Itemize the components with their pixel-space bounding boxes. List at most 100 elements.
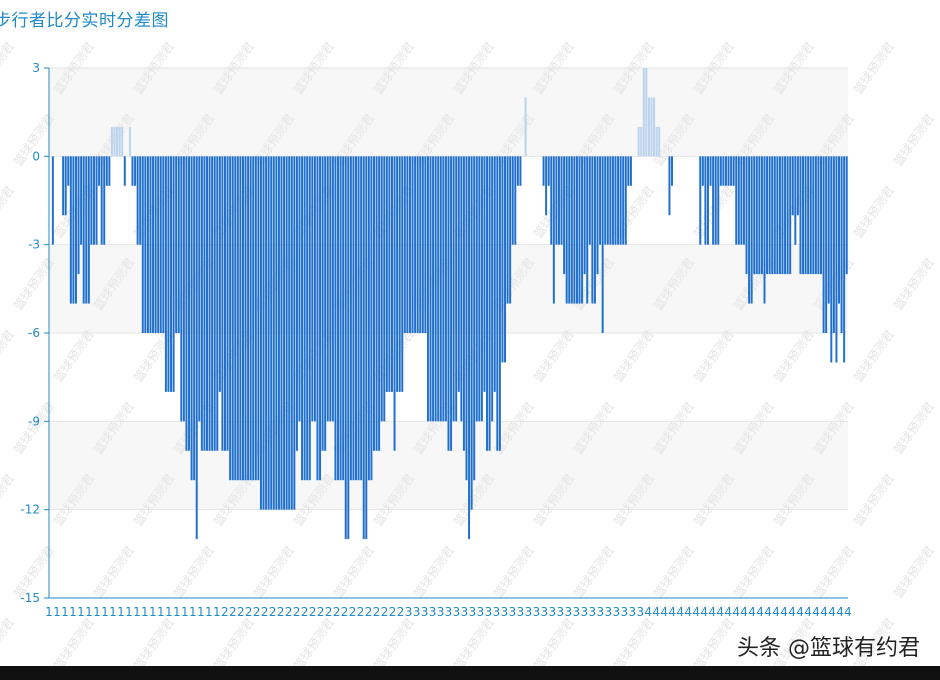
bar: [581, 156, 584, 304]
x-tick-label: 2: [381, 605, 389, 619]
y-tick-label: -15: [20, 591, 40, 605]
y-tick-label: 3: [32, 61, 40, 75]
y-tick-label: -6: [28, 326, 40, 340]
x-tick-label: 1: [141, 605, 149, 619]
watermark-text: 篮球预测君: [210, 615, 257, 673]
bar: [781, 156, 784, 275]
x-tick-label: 1: [85, 605, 93, 619]
x-tick-label: 2: [317, 605, 325, 619]
bar: [110, 126, 113, 157]
watermark-text: 篮球预测君: [890, 399, 937, 457]
watermark-text: 篮球预测君: [50, 327, 97, 385]
bar: [843, 156, 846, 363]
watermark-text: 篮球预测君: [170, 543, 217, 601]
bar: [211, 156, 214, 451]
watermark-text: 篮球预测君: [530, 327, 577, 385]
bar: [480, 156, 483, 422]
x-tick-label: 4: [836, 605, 844, 619]
x-tick-label: 4: [828, 605, 836, 619]
bar: [67, 156, 70, 186]
x-tick-label: 3: [541, 605, 549, 619]
bottom-bar: [0, 666, 940, 680]
bar: [555, 156, 558, 245]
bar: [442, 156, 445, 422]
watermark-text: 篮球预测君: [330, 543, 377, 601]
x-tick-label: 2: [341, 605, 349, 619]
bar: [619, 156, 622, 245]
watermark-text: 篮球预测君: [810, 543, 857, 601]
bar: [77, 156, 80, 275]
x-tick-label: 1: [197, 605, 205, 619]
x-tick-label: 3: [628, 605, 636, 619]
grid-band: [49, 68, 848, 157]
x-tick-label: 1: [69, 605, 77, 619]
watermark-text: 篮球预测君: [50, 615, 97, 673]
x-tick-label: 4: [708, 605, 716, 619]
credit-watermark: 头条 @篮球有约君: [737, 636, 920, 661]
bar: [164, 156, 167, 392]
x-tick-label: 4: [772, 605, 780, 619]
bar: [493, 156, 496, 392]
bar: [347, 156, 350, 540]
bar: [259, 156, 262, 510]
bar: [108, 156, 111, 186]
x-tick-label: 1: [213, 605, 221, 619]
bar: [393, 156, 396, 451]
bar: [745, 156, 748, 275]
bar: [429, 156, 432, 422]
bar: [778, 156, 781, 275]
x-tick-label: 3: [469, 605, 477, 619]
watermark-text: 篮球预测君: [890, 543, 937, 601]
bar: [604, 156, 607, 245]
bar: [542, 156, 545, 186]
bar: [812, 156, 815, 275]
bar: [650, 97, 653, 157]
bar: [216, 156, 219, 451]
bar: [447, 156, 450, 451]
watermark-text: 篮球预测君: [90, 543, 137, 601]
bar: [504, 156, 507, 363]
bar: [324, 156, 327, 451]
bar: [545, 156, 548, 216]
chart-title: 步行者比分实时分差图: [0, 11, 169, 31]
bar: [254, 156, 257, 481]
bar: [763, 156, 766, 304]
bar: [575, 156, 578, 304]
bar: [193, 156, 196, 481]
x-tick-label: 4: [740, 605, 748, 619]
bar: [200, 156, 203, 451]
bar: [398, 156, 401, 392]
x-tick-label: 3: [461, 605, 469, 619]
bar: [606, 156, 609, 245]
x-tick-label: 4: [844, 605, 852, 619]
bar: [195, 156, 198, 540]
watermark-text: 篮球预测君: [290, 615, 337, 673]
bar: [830, 156, 833, 363]
x-tick-label: 3: [453, 605, 461, 619]
x-tick-label: 1: [189, 605, 197, 619]
bar: [100, 156, 103, 245]
bar: [771, 156, 774, 275]
bar: [105, 156, 108, 186]
x-tick-label: 1: [45, 605, 53, 619]
watermark-text: 篮球预测君: [0, 471, 17, 529]
bar: [748, 156, 751, 304]
bar: [704, 156, 707, 245]
bar: [170, 156, 173, 392]
bars-layer: [51, 68, 848, 540]
bar: [565, 156, 568, 304]
bar: [560, 156, 563, 245]
watermark-text: 篮球预测君: [850, 327, 897, 385]
x-tick-label: 4: [732, 605, 740, 619]
bar: [188, 156, 191, 451]
bar: [121, 126, 124, 157]
bar: [303, 156, 306, 481]
bar: [709, 156, 712, 186]
bar: [547, 156, 550, 186]
x-tick-label: 3: [533, 605, 541, 619]
bar: [390, 156, 393, 392]
bar: [760, 156, 763, 275]
x-tick-label: 2: [277, 605, 285, 619]
bar: [791, 156, 794, 216]
bar: [159, 156, 162, 333]
